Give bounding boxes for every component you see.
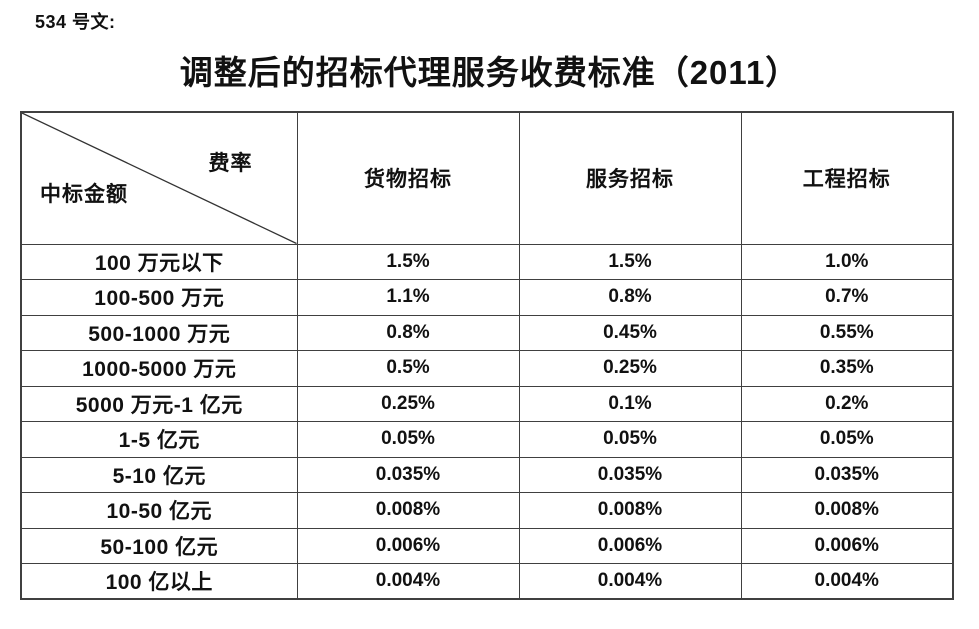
corner-header-cell: 费率 中标金额 <box>20 111 298 245</box>
fee-cell: 0.25% <box>296 385 520 422</box>
fee-cell: 0.8% <box>296 314 520 351</box>
fee-cell: 0.55% <box>740 314 954 351</box>
row-label: 10-50 亿元 <box>20 492 298 529</box>
row-label: 5000 万元-1 亿元 <box>20 385 298 422</box>
fee-cell: 1.0% <box>740 243 954 280</box>
fee-cell: 0.004% <box>518 563 742 600</box>
row-label: 100 万元以下 <box>20 243 298 280</box>
table-row: 100 亿以上 0.004% 0.004% 0.004% <box>20 563 954 600</box>
doc-number-label: 534 号文: <box>35 12 116 32</box>
row-label: 1000-5000 万元 <box>20 350 298 387</box>
fee-cell: 0.8% <box>518 279 742 316</box>
fee-cell: 0.006% <box>518 527 742 564</box>
row-label: 50-100 亿元 <box>20 527 298 564</box>
fee-cell: 0.035% <box>296 456 520 493</box>
fee-cell: 0.004% <box>740 563 954 600</box>
fee-cell: 0.008% <box>296 492 520 529</box>
fee-cell: 0.006% <box>740 527 954 564</box>
corner-label-rate: 费率 <box>208 152 253 175</box>
row-label: 500-1000 万元 <box>20 314 298 351</box>
table-row: 5-10 亿元 0.035% 0.035% 0.035% <box>20 456 954 493</box>
table-row: 500-1000 万元 0.8% 0.45% 0.55% <box>20 314 954 351</box>
fee-cell: 0.7% <box>740 279 954 316</box>
fee-cell: 0.05% <box>296 421 520 458</box>
column-header-goods-bidding: 货物招标 <box>296 111 520 245</box>
corner-label-bid-amount: 中标金额 <box>40 182 128 206</box>
column-header-service-bidding: 服务招标 <box>518 111 742 245</box>
diagonal-divider-line <box>22 113 297 244</box>
table-row: 1000-5000 万元 0.5% 0.25% 0.35% <box>20 350 954 387</box>
fee-cell: 0.008% <box>518 492 742 529</box>
fee-cell: 0.1% <box>518 385 742 422</box>
fee-cell: 0.35% <box>740 350 954 387</box>
page-title: 调整后的招标代理服务收费标准（2011） <box>179 54 800 91</box>
fee-cell: 0.035% <box>518 456 742 493</box>
fee-cell: 0.2% <box>740 385 954 422</box>
table-row: 100-500 万元 1.1% 0.8% 0.7% <box>20 279 954 316</box>
row-label: 1-5 亿元 <box>20 421 298 458</box>
fee-cell: 1.5% <box>518 243 742 280</box>
table-row: 5000 万元-1 亿元 0.25% 0.1% 0.2% <box>20 385 954 422</box>
fee-cell: 0.25% <box>518 350 742 387</box>
fee-cell: 0.5% <box>296 350 520 387</box>
fee-table: 费率 中标金额 货物招标 服务招标 工程招标 100 万元以下 1.5% 1.5… <box>20 111 954 600</box>
row-label: 100 亿以上 <box>20 563 298 600</box>
fee-cell: 1.5% <box>296 243 520 280</box>
table-row: 50-100 亿元 0.006% 0.006% 0.006% <box>20 527 954 564</box>
fee-cell: 1.1% <box>296 279 520 316</box>
fee-cell: 0.035% <box>740 456 954 493</box>
fee-cell: 0.006% <box>296 527 520 564</box>
column-header-engineering-bidding: 工程招标 <box>740 111 954 245</box>
fee-cell: 0.008% <box>740 492 954 529</box>
fee-cell: 0.05% <box>740 421 954 458</box>
fee-cell: 0.45% <box>518 314 742 351</box>
table-row: 100 万元以下 1.5% 1.5% 1.0% <box>20 243 954 280</box>
row-label: 5-10 亿元 <box>20 456 298 493</box>
table-row: 1-5 亿元 0.05% 0.05% 0.05% <box>20 421 954 458</box>
fee-cell: 0.05% <box>518 421 742 458</box>
table-header-row: 费率 中标金额 货物招标 服务招标 工程招标 <box>20 111 954 245</box>
table-row: 10-50 亿元 0.008% 0.008% 0.008% <box>20 492 954 529</box>
row-label: 100-500 万元 <box>20 279 298 316</box>
fee-cell: 0.004% <box>296 563 520 600</box>
